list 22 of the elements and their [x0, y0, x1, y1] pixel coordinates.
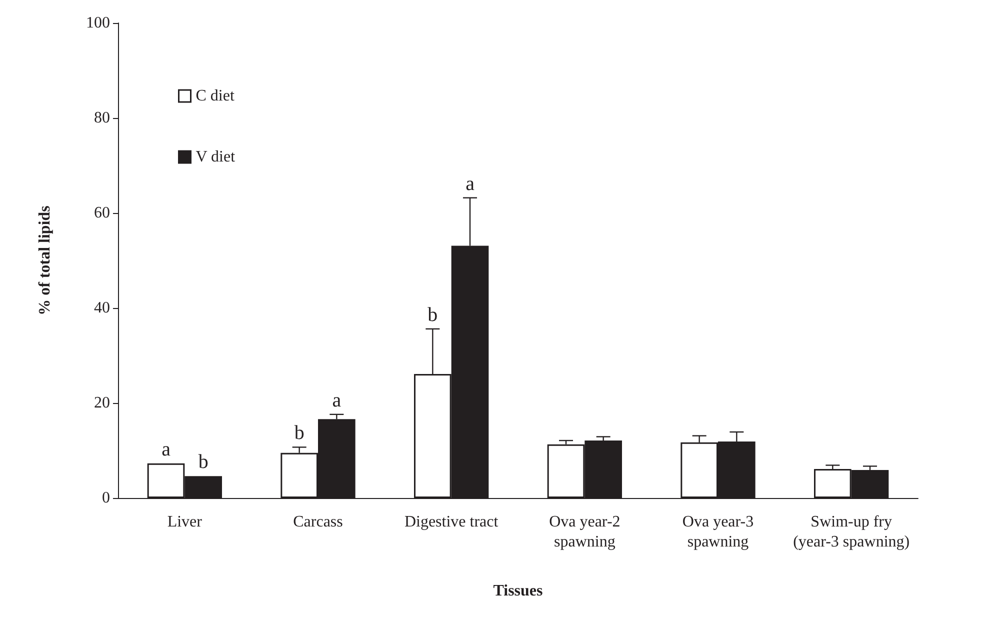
y-tick-label: 0: [102, 490, 110, 506]
annotation: a: [162, 438, 171, 460]
x-tick-label: Ova year-2 spawning: [549, 514, 620, 550]
y-tick-label: 100: [86, 14, 110, 32]
legend-label: V diet: [196, 148, 236, 166]
annotation: a: [466, 172, 475, 195]
x-axis-title: Tissues: [493, 582, 543, 600]
annotation: b: [428, 304, 438, 326]
legend-label: C diet: [196, 88, 235, 104]
y-tick-label: 60: [94, 204, 110, 222]
annotation: b: [294, 422, 304, 444]
x-tick-label: Digestive tract: [404, 514, 499, 530]
y-tick-label: 20: [94, 394, 110, 412]
x-tick-label: Ova year-3 spawning: [682, 514, 754, 550]
x-tick-label: Swim-up fry (year-3 spawning): [793, 514, 910, 550]
annotation: a: [332, 389, 342, 412]
x-tick-label: Liver: [167, 514, 203, 530]
y-tick-label: 40: [94, 300, 110, 316]
annotation: b: [198, 451, 208, 474]
y-axis-title: % of total lipids: [36, 206, 54, 316]
y-tick-label: 80: [94, 110, 110, 126]
x-tick-label: Carcass: [293, 514, 343, 530]
